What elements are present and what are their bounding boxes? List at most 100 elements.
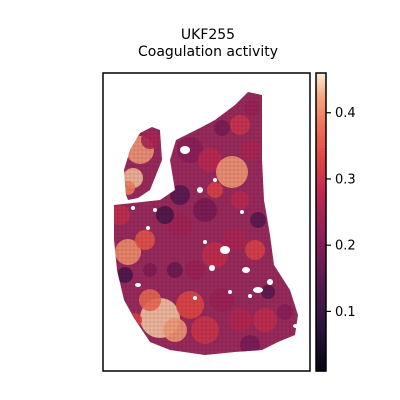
colorbar-strip xyxy=(316,251,326,256)
colorbar-strip xyxy=(316,332,326,336)
chart-title-line-2: Coagulation activity xyxy=(138,44,278,60)
colorbar-strip xyxy=(316,263,326,268)
tissue-gap xyxy=(213,178,217,182)
colorbar-strip xyxy=(316,275,326,280)
colorbar-strip xyxy=(316,159,326,163)
colorbar-strip xyxy=(316,299,326,304)
colorbar-strip xyxy=(316,147,326,152)
colorbar-strip xyxy=(316,368,326,372)
colorbar-strip xyxy=(316,168,326,172)
colorbar-strip xyxy=(316,239,326,244)
colorbar-strip xyxy=(316,186,326,190)
colorbar-strip xyxy=(316,311,326,315)
colorbar-strip xyxy=(316,201,326,205)
colorbar-strip xyxy=(316,192,326,196)
tissue-gap xyxy=(240,210,244,214)
colorbar-strip xyxy=(316,281,326,286)
tissue-gaps xyxy=(116,146,299,328)
colorbar-strip xyxy=(316,141,326,146)
tissue-gap xyxy=(131,206,135,210)
colorbar-strip xyxy=(316,210,326,214)
tissue-gap xyxy=(293,324,299,328)
tissue-gap xyxy=(193,296,197,300)
colorbar-strip xyxy=(316,96,326,101)
chart-title: UKF255 Coagulation activity xyxy=(138,27,278,60)
colorbar-strip xyxy=(316,335,326,339)
colorbar-strip xyxy=(316,245,326,250)
colorbar-strip xyxy=(316,278,326,283)
colorbar-strip xyxy=(316,350,326,354)
colorbar-strip xyxy=(316,90,326,95)
colorbar-strip xyxy=(316,87,326,92)
colorbar-strip xyxy=(316,162,326,166)
tissue-gap xyxy=(153,208,157,212)
colorbar-strip xyxy=(316,144,326,149)
colorbar-strip xyxy=(316,296,326,301)
colorbar-strip xyxy=(316,81,326,86)
colorbar-strip xyxy=(316,207,326,211)
colorbar-strip xyxy=(316,266,326,271)
colorbar-strip xyxy=(316,347,326,351)
colorbar-strip xyxy=(316,189,326,193)
colorbar-strip xyxy=(316,341,326,345)
colorbar-strip xyxy=(316,105,326,110)
colorbar-strip xyxy=(316,219,326,223)
colorbar-strip xyxy=(316,308,326,312)
colorbar-strip xyxy=(316,75,326,80)
colorbar-strip xyxy=(316,84,326,89)
colorbar-strip xyxy=(316,150,326,155)
colorbar-strip xyxy=(316,120,326,125)
colorbar: 0.1 0.2 0.3 0.4 xyxy=(315,72,356,372)
tissue-gap xyxy=(135,283,141,287)
colorbar-frame xyxy=(315,72,327,372)
colorbar-strip xyxy=(316,102,326,107)
colorbar-strip xyxy=(316,177,326,181)
colorbar-strip xyxy=(316,242,326,247)
colorbar-strip xyxy=(316,198,326,202)
colorbar-strip xyxy=(316,284,326,289)
colorbar-strip xyxy=(316,338,326,342)
colorbar-strip xyxy=(316,135,326,140)
colorbar-strip xyxy=(316,260,326,265)
colorbar-strip xyxy=(316,314,326,318)
tissue-gap xyxy=(162,165,168,171)
colorbar-strip xyxy=(316,183,326,187)
colorbar-strip xyxy=(316,126,326,131)
colorbar-strip xyxy=(316,326,326,330)
colorbar-tick-label: 0.3 xyxy=(335,172,356,187)
colorbar-strip xyxy=(316,222,326,226)
colorbar-strip xyxy=(316,272,326,277)
colorbar-strip xyxy=(316,138,326,143)
colorbar-strip xyxy=(316,356,326,360)
colorbar-strip xyxy=(316,344,326,348)
colorbar-strip xyxy=(316,254,326,259)
colorbar-strip xyxy=(316,224,326,229)
colorbar-strip xyxy=(316,117,326,122)
tissue-gap xyxy=(209,265,215,271)
colorbar-strip xyxy=(316,269,326,274)
colorbar-strip xyxy=(316,329,326,333)
colorbar-strip xyxy=(316,323,326,327)
tissue-gap xyxy=(180,146,190,154)
chart-title-line-1: UKF255 xyxy=(181,27,235,43)
colorbar-tick-label: 0.4 xyxy=(335,106,356,121)
tissue-gap xyxy=(267,279,273,285)
colorbar-strip xyxy=(316,227,326,232)
colorbar-strip xyxy=(316,257,326,262)
colorbar-strip xyxy=(316,320,326,324)
tissue-gap xyxy=(203,240,207,244)
tissue-gap xyxy=(197,187,203,193)
tissue-gap xyxy=(146,226,150,230)
colorbar-strip xyxy=(316,216,326,220)
colorbar-strip xyxy=(316,156,326,161)
colorbar-strip xyxy=(316,171,326,175)
colorbar-strip xyxy=(316,99,326,104)
colorbar-strip xyxy=(316,195,326,199)
colorbar-strip xyxy=(316,123,326,128)
colorbar-strip xyxy=(316,165,326,169)
colorbar-strip xyxy=(316,287,326,292)
colorbar-strip xyxy=(316,290,326,295)
tissue-gap xyxy=(253,287,263,293)
tissue-gap xyxy=(248,294,252,298)
